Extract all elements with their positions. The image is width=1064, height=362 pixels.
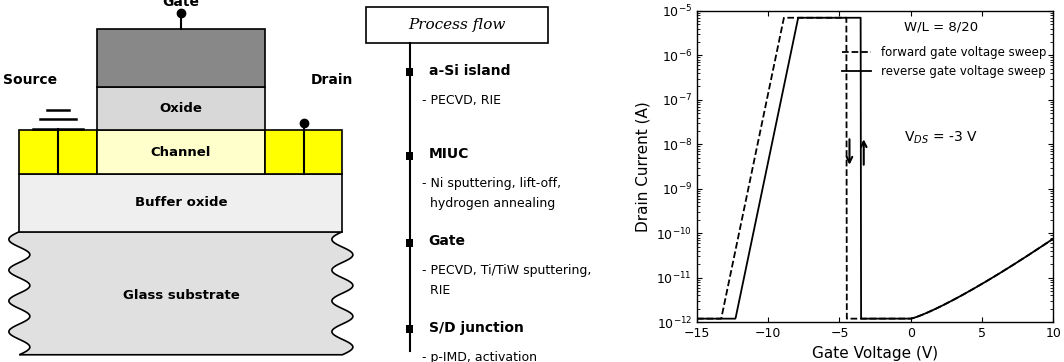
Bar (406, 68, 413, 76)
Text: Source: Source (3, 73, 57, 87)
Line: forward gate voltage sweep: forward gate voltage sweep (697, 18, 1053, 319)
forward gate voltage sweep (908, 316, 920, 320)
Text: Oxide: Oxide (160, 102, 202, 115)
Bar (406, 325, 413, 333)
Polygon shape (9, 232, 353, 355)
Bar (19, 174, 343, 232)
Line: reverse gate voltage sweep: reverse gate voltage sweep (697, 18, 1053, 319)
forward gate voltage sweep (918, 312, 931, 316)
X-axis label: Gate Voltage (V): Gate Voltage (V) (812, 346, 938, 361)
Text: S/D junction: S/D junction (429, 321, 523, 334)
Bar (97, 130, 265, 174)
reverse gate voltage sweep (961, 290, 974, 294)
Y-axis label: Drain Current (A): Drain Current (A) (635, 101, 650, 232)
forward gate voltage sweep (713, 316, 726, 321)
forward gate voltage sweep (778, 16, 791, 20)
Text: - PECVD, Ti/TiW sputtering,: - PECVD, Ti/TiW sputtering, (422, 264, 592, 277)
Text: - p-IMD, activation: - p-IMD, activation (422, 351, 537, 362)
reverse gate voltage sweep (713, 316, 726, 321)
reverse gate voltage sweep (1047, 236, 1060, 241)
Text: W/L = 8/20: W/L = 8/20 (903, 20, 978, 33)
reverse gate voltage sweep (792, 16, 804, 20)
forward gate voltage sweep (1047, 236, 1060, 241)
reverse gate voltage sweep (998, 268, 1011, 273)
Bar (97, 87, 265, 130)
Bar (406, 239, 413, 247)
Text: Gate: Gate (163, 0, 199, 9)
Bar (366, 7, 548, 43)
Bar (97, 29, 265, 87)
Text: Gate: Gate (429, 234, 466, 248)
reverse gate voltage sweep (908, 316, 920, 320)
reverse gate voltage sweep (691, 316, 703, 321)
forward gate voltage sweep (898, 316, 911, 321)
Bar (406, 152, 413, 160)
forward gate voltage sweep (961, 290, 974, 294)
Text: Process flow: Process flow (409, 18, 505, 32)
Text: Glass substrate: Glass substrate (122, 289, 239, 302)
Text: - Ni sputtering, lift-off,: - Ni sputtering, lift-off, (422, 177, 562, 190)
Text: Buffer oxide: Buffer oxide (135, 196, 227, 209)
Legend: forward gate voltage sweep, reverse gate voltage sweep: forward gate voltage sweep, reverse gate… (837, 42, 1051, 83)
forward gate voltage sweep (998, 268, 1011, 273)
Text: V$_{DS}$ = -3 V: V$_{DS}$ = -3 V (903, 129, 978, 146)
Text: RIE: RIE (422, 284, 451, 297)
Text: - PECVD, RIE: - PECVD, RIE (422, 94, 501, 107)
Text: hydrogen annealing: hydrogen annealing (422, 197, 555, 210)
Bar (265, 130, 343, 174)
Text: MIUC: MIUC (429, 147, 469, 161)
Text: Channel: Channel (151, 146, 211, 159)
reverse gate voltage sweep (898, 316, 911, 321)
reverse gate voltage sweep (918, 312, 931, 316)
Text: Drain: Drain (311, 73, 353, 87)
Bar (19, 130, 97, 174)
forward gate voltage sweep (691, 316, 703, 321)
Text: a-Si island: a-Si island (429, 64, 510, 77)
